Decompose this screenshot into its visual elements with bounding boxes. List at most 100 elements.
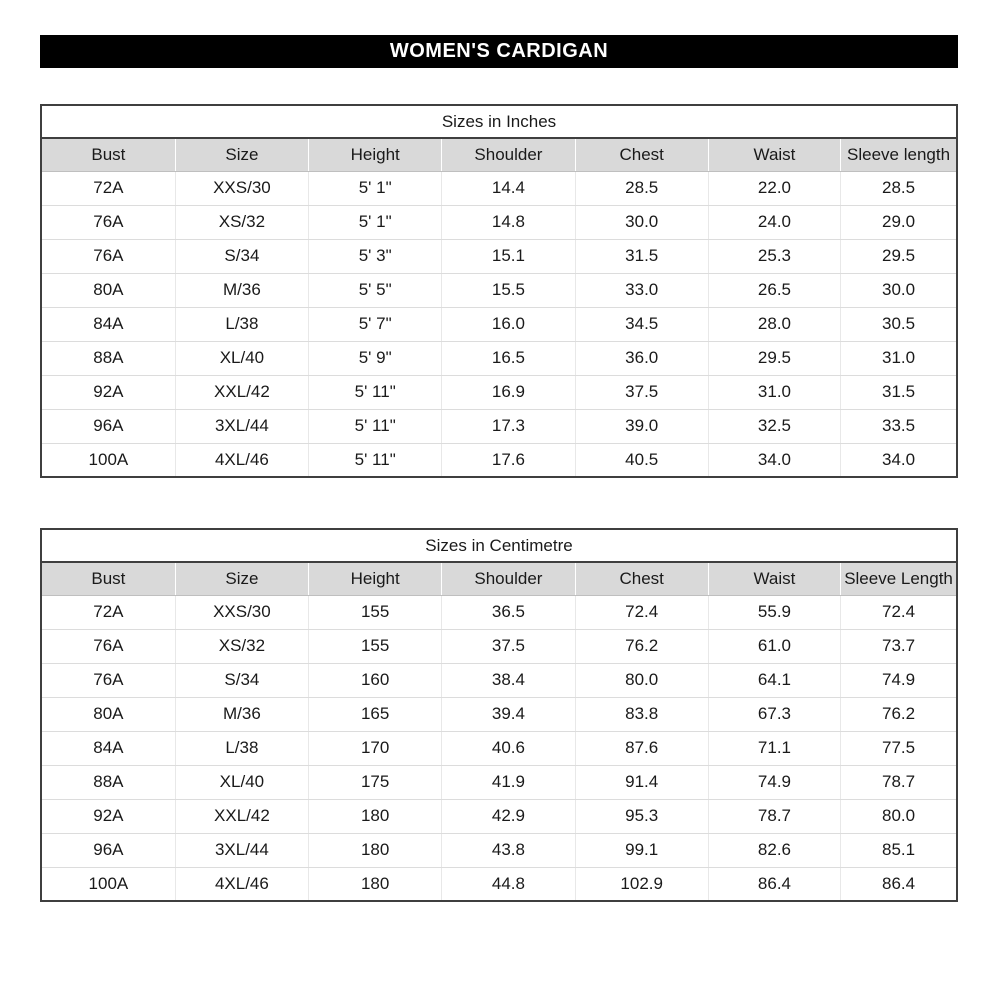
inches-size-table: Sizes in Inches Bust Size Height Shoulder Ch… [40,104,958,478]
centimetre-size-table: Sizes in Centimetre Bust Size Height Should… [40,528,958,902]
table-cell: 31.5 [574,239,709,274]
column-header: Sleeve length [840,138,957,172]
table-cell: XXL/42 [174,799,310,834]
table-cell: XL/40 [174,765,310,800]
table-cell: L/38 [174,731,310,766]
table-row: 84A L/38 170 40.6 87.6 71.1 77.5 [41,731,957,766]
table-cell: 29.5 [840,239,957,274]
table-cell: 40.6 [441,731,576,766]
table-caption: Sizes in Inches [41,105,957,139]
table-row: 88A XL/40 5' 9" 16.5 36.0 29.5 31.0 [41,341,957,376]
table-cell: XS/32 [174,205,310,240]
table-cell: XXS/30 [174,171,310,206]
table-cell: 55.9 [707,595,842,630]
table-cell: 80A [41,273,176,308]
table-cell: 72.4 [574,595,709,630]
table-cell: 15.5 [441,273,576,308]
table-cell: 80.0 [840,799,957,834]
column-header: Size [174,562,310,596]
table-cell: 44.8 [441,867,576,901]
table-cell: 31.0 [707,375,842,410]
column-header-row: Bust Size Height Shoulder Chest Waist Sleeve L… [41,562,957,596]
table-row: 96A 3XL/44 5' 11" 17.3 39.0 32.5 33.5 [41,409,957,444]
table-cell: 38.4 [441,663,576,698]
table-row: 92A XXL/42 5' 11" 16.9 37.5 31.0 31.5 [41,375,957,410]
table-cell: M/36 [174,697,310,732]
table-cell: L/38 [174,307,310,342]
table-row: 76A S/34 160 38.4 80.0 64.1 74.9 [41,663,957,698]
table-cell: 37.5 [441,629,576,664]
table-row: 88A XL/40 175 41.9 91.4 74.9 78.7 [41,765,957,800]
column-header-row: Bust Size Height Shoulder Chest Waist Sleeve l… [41,138,957,172]
table-cell: 76A [41,629,176,664]
table-cell: 4XL/46 [174,443,310,477]
column-header: Height [308,562,443,596]
column-header: Waist [707,562,842,596]
table-row: 76A XS/32 155 37.5 76.2 61.0 73.7 [41,629,957,664]
table-cell: 76A [41,205,176,240]
table-cell: 72.4 [840,595,957,630]
table-cell: 14.8 [441,205,576,240]
table-cell: 3XL/44 [174,409,310,444]
table-cell: 155 [308,595,443,630]
table-row: 72A XXS/30 5' 1" 14.4 28.5 22.0 28.5 [41,171,957,206]
table-cell: S/34 [174,239,310,274]
table-cell: 17.6 [441,443,576,477]
table-cell: 180 [308,799,443,834]
table-cell: 28.5 [840,171,957,206]
table-row: 84A L/38 5' 7" 16.0 34.5 28.0 30.5 [41,307,957,342]
table-cell: S/34 [174,663,310,698]
table-cell: 76A [41,663,176,698]
table-cell: 15.1 [441,239,576,274]
table-cell: 5' 9" [308,341,443,376]
table-cell: 42.9 [441,799,576,834]
table-cell: 22.0 [707,171,842,206]
table-cell: 86.4 [840,867,957,901]
table-cell: 14.4 [441,171,576,206]
table-cell: 96A [41,409,176,444]
table-row: 76A XS/32 5' 1" 14.8 30.0 24.0 29.0 [41,205,957,240]
table-cell: 5' 7" [308,307,443,342]
table-cell: 36.0 [574,341,709,376]
table-body: 72A XXS/30 5' 1" 14.4 28.5 22.0 28.5 76A XS/32 5'… [41,171,957,477]
table-cell: 86.4 [707,867,842,901]
column-header: Height [308,138,443,172]
table-cell: 72A [41,595,176,630]
table-cell: 36.5 [441,595,576,630]
table-cell: 175 [308,765,443,800]
table-caption: Sizes in Centimetre [41,529,957,563]
table-cell: 25.3 [707,239,842,274]
column-header: Bust [41,562,176,596]
table-cell: 31.0 [840,341,957,376]
table-cell: 78.7 [840,765,957,800]
table-cell: 30.0 [840,273,957,308]
table-body: 72A XXS/30 155 36.5 72.4 55.9 72.4 76A XS/32 155 3… [41,595,957,901]
table-cell: 16.5 [441,341,576,376]
table-cell: 83.8 [574,697,709,732]
table-cell: 34.0 [840,443,957,477]
table-row: 96A 3XL/44 180 43.8 99.1 82.6 85.1 [41,833,957,868]
column-header: Bust [41,138,176,172]
column-header: Chest [574,562,709,596]
table-cell: 84A [41,731,176,766]
table-cell: 5' 1" [308,205,443,240]
column-header: Waist [707,138,842,172]
column-header: Shoulder [441,138,576,172]
column-header: Sleeve Length [840,562,957,596]
table-cell: 180 [308,867,443,901]
column-header: Size [174,138,310,172]
table-cell: 17.3 [441,409,576,444]
table-cell: 80.0 [574,663,709,698]
table-row: 76A S/34 5' 3" 15.1 31.5 25.3 29.5 [41,239,957,274]
table-cell: 5' 3" [308,239,443,274]
table-cell: 76.2 [574,629,709,664]
table-cell: 3XL/44 [174,833,310,868]
table-cell: 155 [308,629,443,664]
table-cell: 74.9 [840,663,957,698]
table-cell: 74.9 [707,765,842,800]
table-row: 80A M/36 5' 5" 15.5 33.0 26.5 30.0 [41,273,957,308]
table-cell: 170 [308,731,443,766]
table-cell: 99.1 [574,833,709,868]
table-cell: 5' 11" [308,375,443,410]
table-cell: 39.0 [574,409,709,444]
